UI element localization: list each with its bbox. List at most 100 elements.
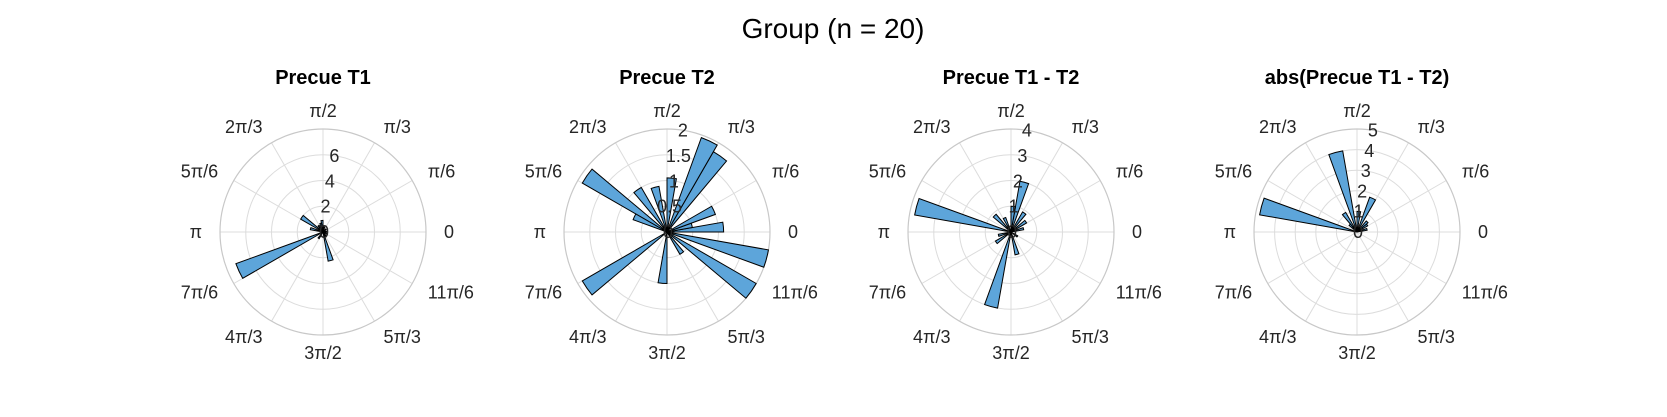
radial-gridline <box>296 205 350 259</box>
polar-axis-edge <box>563 128 771 336</box>
histogram-bar <box>666 136 718 233</box>
radial-tick-label: 1.5 <box>666 146 691 166</box>
histogram-bar <box>1010 226 1025 233</box>
angular-tick-label: 3π/2 <box>1338 343 1375 363</box>
histogram-bar <box>1356 210 1362 233</box>
histogram-bar <box>317 231 324 240</box>
radial-gridline <box>589 154 745 310</box>
angular-tick-label: 7π/6 <box>869 283 906 303</box>
panel-title: Precue T1 <box>275 67 371 89</box>
angular-tick-label: 4π/3 <box>1259 327 1296 347</box>
angular-tick-label: 5π/6 <box>525 162 562 182</box>
radial-tick-label: 0.5 <box>657 197 682 217</box>
angular-tick-label: 5π/3 <box>384 327 421 347</box>
angular-tick-label: π/6 <box>428 162 455 182</box>
histogram-bar <box>322 231 328 235</box>
histogram-bar <box>666 205 717 233</box>
histogram-bar <box>1010 180 1030 233</box>
radial-tick-label: 1 <box>1354 202 1364 222</box>
histogram-bar <box>322 231 334 262</box>
angular-tick-label: 7π/6 <box>181 283 218 303</box>
angular-tick-label: 2π/3 <box>225 117 262 137</box>
polar-grid <box>907 128 1115 336</box>
histogram-bars <box>581 136 770 299</box>
angular-tick-label: 3π/2 <box>304 343 341 363</box>
angular-tick-label: π/6 <box>772 162 799 182</box>
histogram-bar <box>300 214 324 233</box>
histogram-bar <box>1010 231 1020 256</box>
angular-tick-labels: 0 π/6 π/3 π/2 2π/3 5π/6 π 7π/6 4π/3 3π/2 5π/3 11π/6 <box>525 101 818 363</box>
angular-tick-label: 2π/3 <box>1259 117 1296 137</box>
angular-tick-label: 5π/6 <box>1215 162 1252 182</box>
histogram-bars <box>235 214 334 280</box>
angular-tick-label: π/2 <box>309 101 336 121</box>
angular-tick-label: 2π/3 <box>913 117 950 137</box>
angular-tick-label: 4π/3 <box>913 327 950 347</box>
histogram-bar <box>657 231 668 285</box>
histogram-bar <box>1010 211 1027 233</box>
radial-tick-labels: 0.5 1 1.5 2 0 <box>657 121 691 242</box>
radial-tick-label: 2 <box>1357 181 1367 201</box>
angular-tick-label: 5π/6 <box>181 162 218 182</box>
figure-title: Group (n = 20) <box>742 13 925 44</box>
angular-tick-label: π <box>1224 222 1236 242</box>
histogram-bar <box>1356 196 1377 233</box>
angular-gridline <box>1267 180 1358 233</box>
panel-title: Precue T2 <box>619 67 715 89</box>
histogram-bars <box>1259 150 1377 233</box>
radial-tick-label-origin: 0 <box>1353 222 1363 242</box>
radial-tick-label: 1 <box>1008 197 1018 217</box>
angular-tick-label: π/6 <box>1462 162 1489 182</box>
histogram-bar <box>632 213 668 233</box>
angular-gridline <box>1267 231 1358 284</box>
polar-axis-edge <box>907 128 1115 336</box>
radial-tick-labels: 2 4 6 0 <box>319 146 339 242</box>
histogram-bar <box>666 231 685 255</box>
histogram-bar <box>309 226 324 233</box>
histogram-bar <box>1010 231 1019 238</box>
histogram-bar <box>666 177 677 233</box>
angular-tick-label: π/3 <box>1072 117 1099 137</box>
histogram-bar <box>666 231 770 268</box>
angular-tick-label: 11π/6 <box>772 283 818 303</box>
angular-tick-label: 3π/2 <box>992 343 1029 363</box>
histogram-bar <box>650 185 668 233</box>
radial-tick-label: 4 <box>1364 141 1374 161</box>
radial-tick-label: 2 <box>320 197 330 217</box>
histogram-bar <box>666 231 757 299</box>
angular-tick-label: 5π/3 <box>728 327 765 347</box>
angular-tick-label: 7π/6 <box>1215 283 1252 303</box>
histogram-bar <box>633 186 668 233</box>
radial-tick-label: 1 <box>669 171 679 191</box>
histogram-bar <box>1002 216 1012 233</box>
radial-tick-label: 6 <box>329 146 339 166</box>
panel-title: Precue T1 - T2 <box>943 67 1080 89</box>
angular-tick-label: π/3 <box>384 117 411 137</box>
angular-tick-label: π <box>190 222 202 242</box>
radial-tick-label: 3 <box>1361 161 1371 181</box>
angular-tick-label: 11π/6 <box>428 283 474 303</box>
radial-tick-label: 4 <box>325 171 335 191</box>
histogram-bar <box>914 197 1012 233</box>
histogram-bars <box>914 180 1030 309</box>
radial-tick-label-origin: 0 <box>1007 222 1017 242</box>
histogram-bar <box>1356 220 1369 233</box>
radial-gridline <box>245 154 401 310</box>
angular-tick-label: π/3 <box>728 117 755 137</box>
angular-gridline <box>1356 231 1447 284</box>
radial-tick-label-origin: 0 <box>319 222 329 242</box>
angular-tick-label: 11π/6 <box>1462 283 1508 303</box>
polar-axis-edge <box>1253 128 1461 336</box>
polar-panel-precue-t1: Precue T1 2 4 6 0 0 π/6 π/3 π/2 2π/3 5π/6 π 7π/6 4π/… <box>181 67 474 363</box>
histogram-bar <box>1328 150 1358 233</box>
angular-tick-label: 0 <box>788 222 798 242</box>
histogram-bar <box>1259 197 1358 233</box>
angular-tick-label: π/3 <box>1418 117 1445 137</box>
angular-tick-label: 3π/2 <box>648 343 685 363</box>
angular-tick-label: 7π/6 <box>525 283 562 303</box>
polar-grid <box>1253 128 1461 336</box>
radial-gridline <box>933 154 1089 310</box>
angular-gridline <box>1356 180 1447 233</box>
